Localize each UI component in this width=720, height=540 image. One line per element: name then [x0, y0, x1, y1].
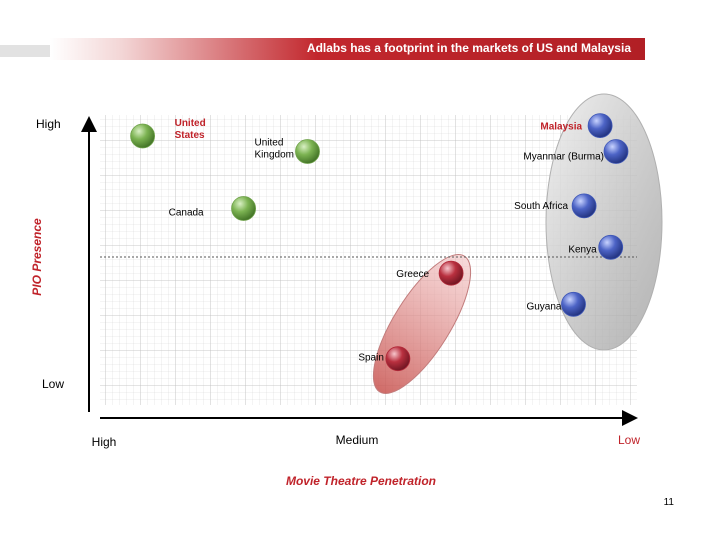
- label-united-kingdom: United Kingdom: [255, 138, 294, 161]
- x-tick-high: High: [92, 435, 117, 449]
- label-united-states: United States: [175, 118, 206, 141]
- point-spain: [385, 346, 411, 372]
- blue-group-oval: [545, 93, 663, 351]
- title-accent-tab: [0, 45, 50, 57]
- data-points: United States United Kingdom Canada Malaysia M…: [130, 113, 629, 372]
- point-united-kingdom: [295, 139, 320, 164]
- label-south-africa: South Africa: [514, 201, 568, 212]
- y-tick-low: Low: [42, 377, 64, 391]
- page-number: 11: [663, 497, 674, 508]
- point-greece: [438, 260, 464, 286]
- label-greece: Greece: [396, 269, 429, 280]
- x-tick-medium: Medium: [336, 433, 379, 447]
- point-kenya: [598, 234, 624, 260]
- label-spain: Spain: [358, 353, 384, 364]
- point-united-states: [130, 123, 156, 149]
- label-canada: Canada: [169, 208, 204, 219]
- x-axis-label: Movie Theatre Penetration: [286, 474, 436, 488]
- y-axis-label: PIO Presence: [30, 218, 44, 296]
- point-myanmar-burma: [603, 139, 629, 164]
- point-guyana: [561, 291, 586, 317]
- label-kenya: Kenya: [568, 244, 597, 255]
- point-canada: [231, 196, 257, 221]
- label-malaysia: Malaysia: [540, 122, 582, 133]
- slide-title: Adlabs has a footprint in the markets of…: [306, 41, 631, 55]
- point-malaysia: [587, 113, 613, 138]
- x-tick-low: Low: [618, 433, 640, 447]
- y-tick-high: High: [36, 117, 61, 131]
- label-myanmar-burma: Myanmar (Burma): [523, 152, 604, 163]
- point-south-africa: [571, 193, 597, 219]
- title-bar: Adlabs has a footprint in the markets of…: [50, 38, 645, 60]
- plot-grid: [100, 115, 637, 405]
- label-guyana: Guyana: [526, 301, 561, 312]
